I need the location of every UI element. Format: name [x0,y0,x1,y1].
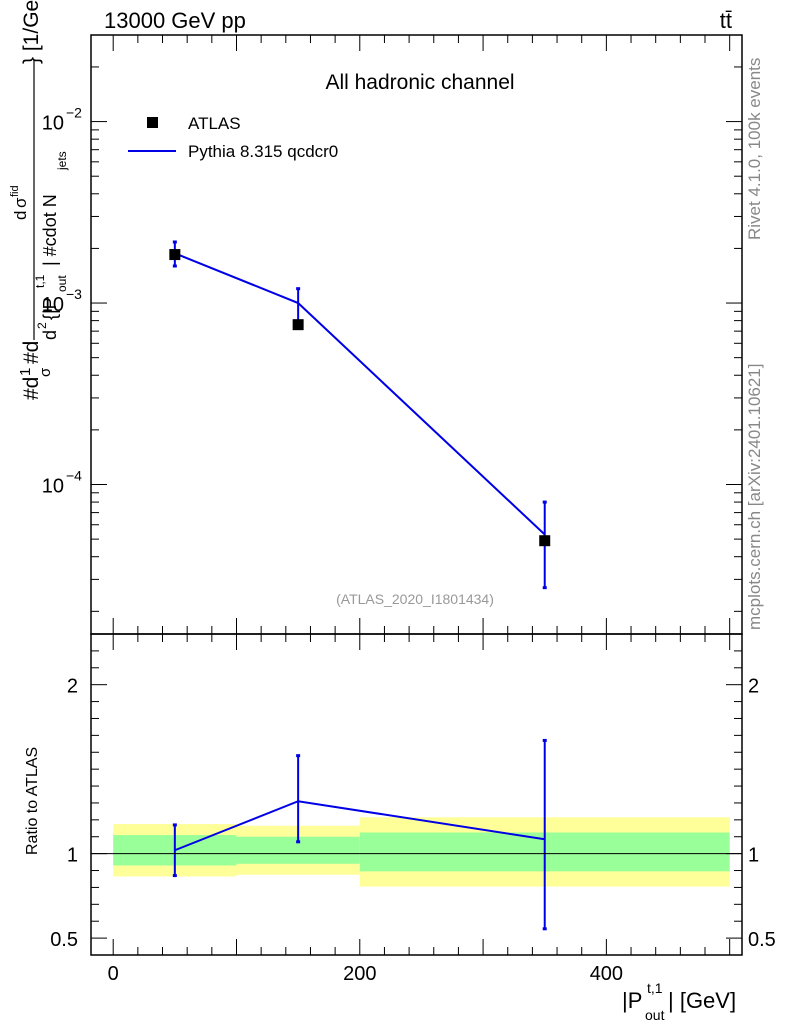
ylabel-num-sigma: σ [11,197,30,208]
xlabel-sup: t,1 [647,980,663,996]
main-y-tick-base: 10 [42,113,64,135]
ratio-y-tick-label-right: 0.5 [748,929,776,951]
pythia-error-cap-low [172,264,177,268]
ylabel-den-d: d [40,330,60,340]
ratio-y-axis-label: Ratio to ATLAS [24,747,41,855]
main-y-tick-label: 10 −2 [42,105,82,135]
rivet-label: Rivet 4.1.0, 100k events [745,58,764,240]
ratio-panel-axes: 0.5 0.5 1 1 2 2 0 200 400 [50,633,776,985]
energy-label: 13000 GeV pp [104,8,246,33]
ratio-error-cap-low [172,874,177,878]
ylabel-den-t1: t,1 [33,274,47,288]
ratio-error-cap-high [296,754,301,758]
main-y-tick-base: 10 [42,294,64,316]
ylabel-unit: } [1/GeV] [20,0,43,64]
legend-label-atlas: ATLAS [188,114,241,133]
process-label: tt̄ [720,8,732,33]
x-tick-label: 0 [108,963,119,985]
xlabel-pre: |P [622,988,642,1013]
main-y-tick-exp: −4 [66,467,82,483]
legend: ATLAS Pythia 8.315 qcdcr0 [128,114,338,161]
legend-label-pythia: Pythia 8.315 qcdcr0 [188,142,338,161]
mcplots-label: mcplots.cern.ch [arXiv:2401.10621] [745,364,764,630]
ylabel-d1: #d [20,377,43,400]
xlabel-post: | [GeV] [668,988,736,1013]
analysis-watermark: (ATLAS_2020_I1801434) [336,591,494,607]
ylabel-den-brace: {|P [40,297,60,320]
ratio-y-tick-label-left: 0.5 [50,929,78,951]
ylabel-den-2: 2 [35,322,49,329]
ratio-error-cap-high [542,738,547,742]
ratio-y-tick-label-left: 2 [67,676,78,698]
ratio-error-cap-high [172,823,177,827]
main-y-tick-exp: −3 [66,286,82,302]
x-axis-label: |P t,1 out | [GeV] [622,980,736,1023]
xlabel-sub: out [645,1007,665,1023]
ylabel-den-out: out [55,275,69,292]
pythia-line [174,252,546,536]
ylabel-num-fid: fid [9,185,21,197]
ratio-y-tick-label-right: 2 [748,676,759,698]
main-panel-series [169,240,551,590]
ratio-error-cap-low [296,840,301,844]
pythia-error-cap-high [542,500,547,504]
main-y-tick-base: 10 [42,475,64,497]
ylabel-num-d: d [11,211,30,220]
main-panel-axes: 10−210−310−4 [42,34,743,635]
x-tick-label: 200 [343,963,376,985]
main-y-axis-label: #d 1 σ #d d σ fid d 2 {|P t,1 out | #cdo… [9,0,69,400]
ratio-y-tick-label-right: 1 [748,845,759,867]
pythia-error-cap-high [172,240,177,244]
ratio-panel-frame [90,633,743,956]
ylabel-d2: #d [20,341,43,364]
main-y-tick-exp: −2 [66,105,82,121]
ratio-series [172,738,547,931]
ylabel-den-jets: jets [55,151,69,171]
chart-title: All hadronic channel [325,71,514,94]
ylabel-den-cdot: | #cdot N [40,194,60,266]
ratio-bands [113,817,730,887]
pythia-error-cap-high [296,287,301,291]
pythia-error-cap-low [542,586,547,590]
legend-marker-atlas [147,117,158,128]
atlas-data-point [539,535,551,547]
atlas-data-point [169,249,181,261]
ylabel-frac-bot: σ [37,367,54,377]
main-y-tick-label: 10 −4 [42,467,82,497]
ylabel-frac-top: 1 [17,368,34,376]
atlas-data-point [292,319,304,331]
ratio-error-cap-low [542,927,547,931]
ratio-y-tick-label-left: 1 [67,845,78,867]
x-tick-label: 400 [590,963,623,985]
main-y-tick-label: 10 −3 [42,286,82,316]
